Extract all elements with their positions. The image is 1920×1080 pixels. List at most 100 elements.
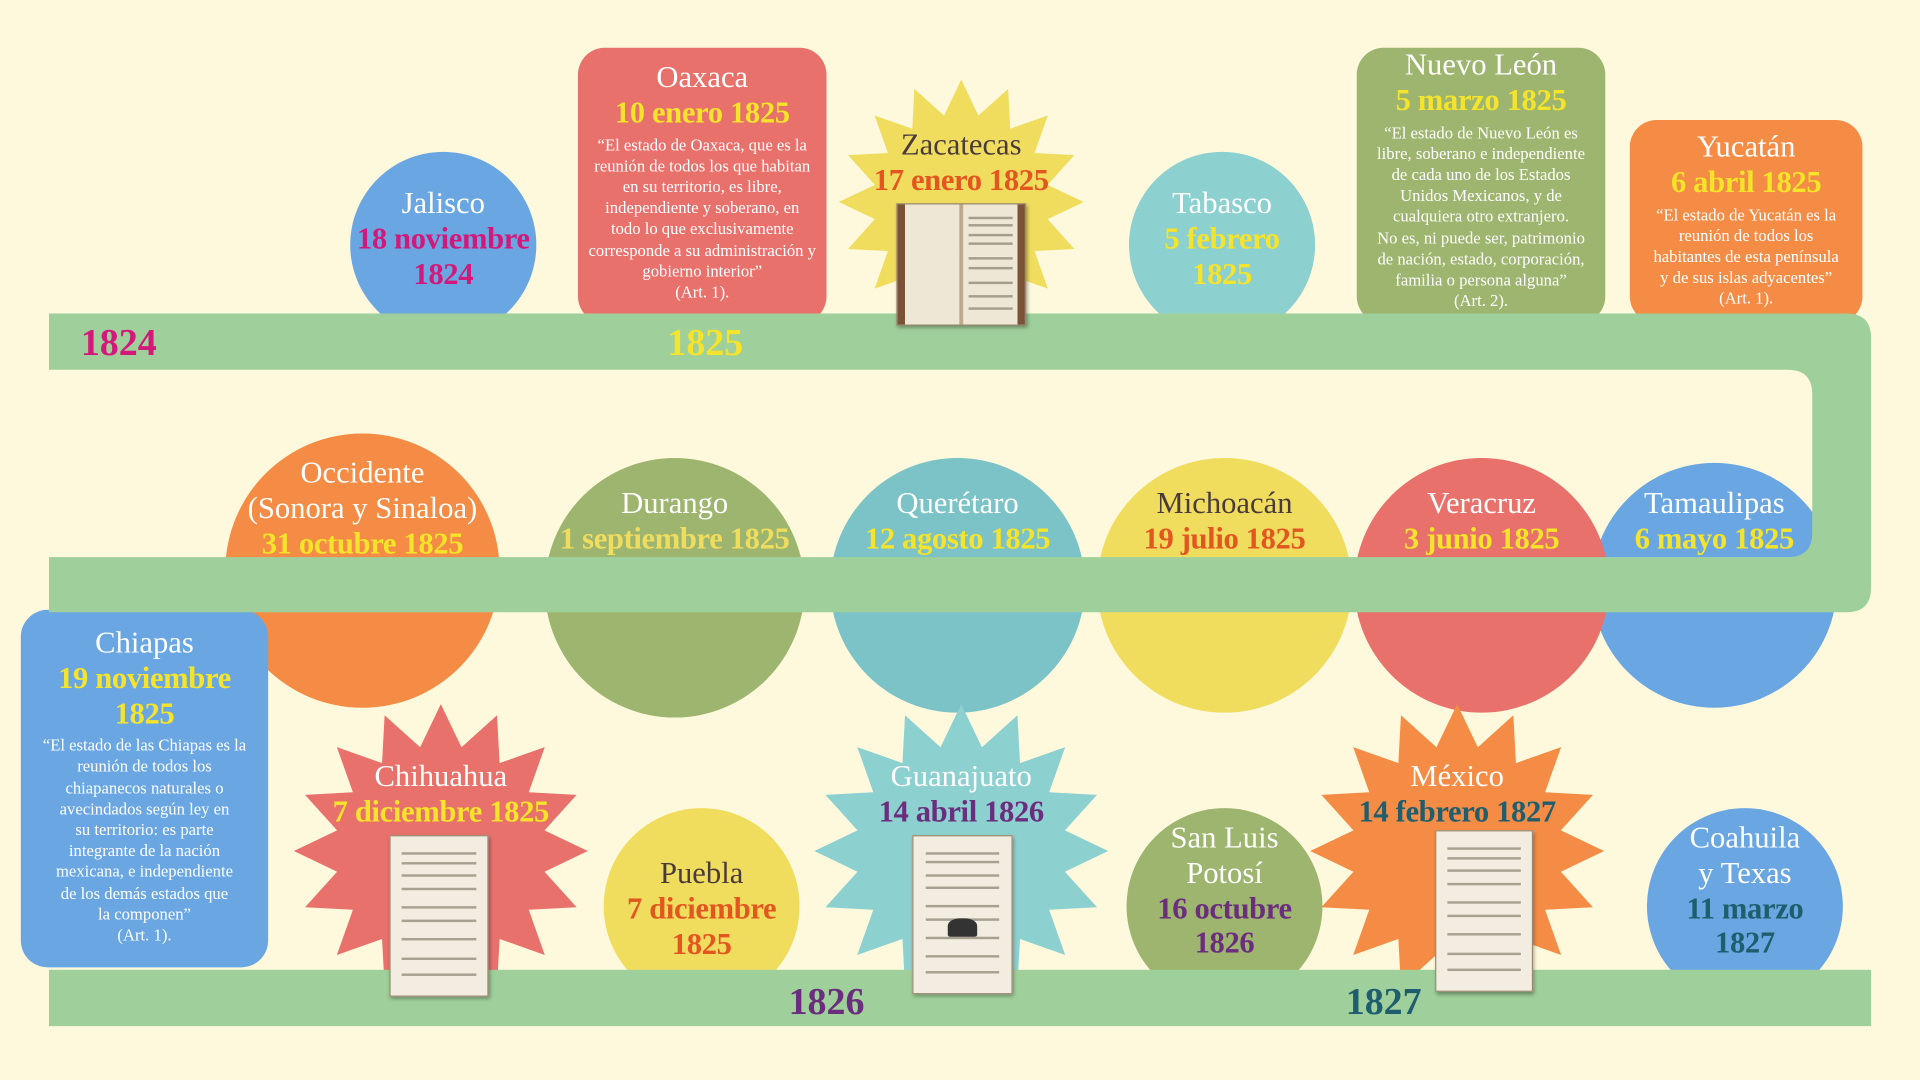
book-text-line <box>1447 968 1521 971</box>
constitution-date: 5 marzo 1825 <box>1395 84 1567 118</box>
constitution-quote: “El estado de Nuevo León es libre, sober… <box>1377 123 1586 289</box>
constitution-date: 18 noviembre 1824 <box>356 222 530 291</box>
durango-label: Durango 1 septiembre 1825 <box>540 487 809 557</box>
constitution-date: 17 enero 1825 <box>873 163 1049 197</box>
oaxaca-label: Oaxaca 10 enero 1825 “El estado de Oaxaca,… <box>578 61 827 302</box>
state-name: Tabasco <box>1172 187 1272 221</box>
book-text-line <box>968 257 1013 260</box>
zacatecas-label: Zacatecas 17 enero 1825 <box>827 129 1096 199</box>
state-name: Tamaulipas <box>1643 487 1785 521</box>
occidente-sonora-y-sinaloa-label: Occidente (Sonora y Sinaloa) 31 octubre 1… <box>228 457 497 563</box>
constitution-date: 1 septiembre 1825 <box>559 522 790 556</box>
book-text-line <box>402 861 476 865</box>
constitution-book-image <box>912 835 1013 995</box>
puebla-circle-shape <box>603 808 800 1005</box>
state-name: Coahuila y Texas <box>1689 821 1801 890</box>
coahuila-y-texas-circle <box>1646 808 1843 1005</box>
chihuahua-label: Chihuahua 7 diciembre 1825 <box>306 760 575 830</box>
constitution-date: 6 mayo 1825 <box>1634 522 1795 556</box>
book-text-line <box>968 223 1013 227</box>
state-name: Jalisco <box>401 187 485 221</box>
constitution-book-image <box>896 203 1027 326</box>
book-text-line <box>402 919 476 922</box>
state-name: Chihuahua <box>374 760 508 794</box>
constitution-date: 10 enero 1825 <box>614 96 790 130</box>
state-name: Chiapas <box>95 626 194 661</box>
state-name: Zacatecas <box>900 128 1022 162</box>
constitution-date: 6 abril 1825 <box>1670 166 1822 200</box>
book-text-line <box>402 973 476 976</box>
book-text-line <box>925 936 1000 940</box>
constitution-date: 7 diciembre 1825 <box>626 892 777 961</box>
mexico-label: México 14 febrero 1827 <box>1322 760 1591 830</box>
year-label-1824: 1824 <box>80 320 157 364</box>
book-text-line <box>402 906 476 909</box>
constitution-book-image <box>389 835 489 997</box>
san-luis-potosi-label: San Luis Potosí 16 octubre 1826 <box>1090 822 1359 963</box>
article-reference: (Art. 1). <box>1719 289 1774 308</box>
book-text-line <box>925 955 1000 958</box>
book-text-line <box>402 874 476 877</box>
book-text-line <box>1447 914 1521 917</box>
state-name: Querétaro <box>896 487 1019 521</box>
constitution-date: 11 marzo 1827 <box>1686 892 1804 961</box>
book-text-line <box>968 307 1013 311</box>
state-name: San Luis Potosí <box>1170 821 1279 890</box>
book-text-line <box>1447 901 1521 904</box>
state-name: Michoacán <box>1156 487 1293 521</box>
jalisco-circle-shape <box>350 151 537 338</box>
book-text-line <box>968 242 1013 246</box>
book-text-line <box>402 887 476 890</box>
constitution-quote: “El estado de las Chiapas es la reunión … <box>42 736 247 924</box>
book-text-line <box>925 971 1000 974</box>
year-label-1826: 1826 <box>788 979 865 1023</box>
state-name: Durango <box>621 487 729 521</box>
book-text-line <box>402 938 476 941</box>
oaxaca-card <box>577 47 827 324</box>
san-luis-potosi-circle <box>1126 808 1323 1005</box>
san-luis-potosi-circle-shape <box>1126 808 1323 1005</box>
constitution-quote: “El estado de Oaxaca, que es la reunión … <box>588 135 816 281</box>
book-text-line <box>925 852 1000 855</box>
guanajuato-label: Guanajuato 14 abril 1826 <box>827 760 1096 830</box>
state-name: Occidente (Sonora y Sinaloa) <box>247 456 478 526</box>
state-name: Nuevo León <box>1404 48 1558 83</box>
jalisco-circle <box>350 151 537 338</box>
puebla-label: Puebla 7 diciembre 1825 <box>567 857 836 963</box>
state-name: Oaxaca <box>656 61 749 95</box>
nuevo-leon-card <box>1356 47 1606 324</box>
chiapas-card <box>20 609 269 968</box>
book-text-line <box>925 886 1000 889</box>
book-text-line <box>1447 952 1521 955</box>
book-text-line <box>968 216 1013 219</box>
state-name: Veracruz <box>1427 487 1537 521</box>
state-name: Guanajuato <box>890 760 1032 794</box>
queretaro-label: Querétaro 12 agosto 1825 <box>823 487 1092 557</box>
tabasco-label: Tabasco 5 febrero 1825 <box>1087 187 1356 293</box>
book-text-line <box>925 861 1000 864</box>
nuevo-leon-label: Nuevo León 5 marzo 1825 “El estado de Nuev… <box>1357 49 1606 311</box>
book-text-line <box>968 295 1013 299</box>
constitution-date: 3 junio 1825 <box>1403 522 1560 556</box>
book-text-line <box>1447 933 1521 936</box>
book-text-line <box>1447 847 1521 850</box>
constitution-date: 14 febrero 1827 <box>1358 795 1556 829</box>
state-name: Yucatán <box>1696 131 1796 165</box>
eagle-emblem-icon <box>947 917 978 937</box>
tamaulipas-label: Tamaulipas 6 mayo 1825 <box>1580 487 1849 557</box>
year-label-1825: 1825 <box>667 320 744 364</box>
tabasco-circle-shape <box>1128 151 1316 338</box>
yucatan-label: Yucatán 6 abril 1825 “El estado de Yucatán… <box>1630 131 1863 309</box>
book-text-line <box>402 852 476 855</box>
michoacan-label: Michoacán 19 julio 1825 <box>1090 487 1359 557</box>
constitution-date: 5 febrero 1825 <box>1164 222 1280 291</box>
constitution-quote: “El estado de Yucatán es la reunión de t… <box>1653 205 1839 287</box>
article-reference: (Art. 1). <box>117 925 172 945</box>
constitution-date: 19 noviembre 1825 <box>58 662 231 731</box>
article-reference: (Art. 1). <box>675 282 730 302</box>
yucatan-card <box>1629 120 1863 324</box>
book-text-line <box>1447 882 1521 885</box>
constitution-date: 12 agosto 1825 <box>864 522 1051 556</box>
year-label-1827: 1827 <box>1345 979 1422 1023</box>
chiapas-label: Chiapas 19 noviembre 1825 “El estado de la… <box>21 627 268 945</box>
